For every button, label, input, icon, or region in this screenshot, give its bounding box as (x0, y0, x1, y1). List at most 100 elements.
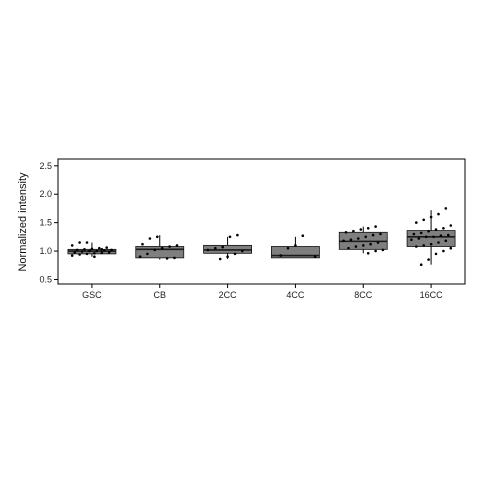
data-point (279, 254, 283, 257)
data-point (160, 246, 164, 250)
box-16cc (406, 230, 456, 247)
data-point (294, 244, 297, 247)
data-point (165, 257, 169, 260)
y-tick-label: 2.5 (39, 161, 52, 171)
data-point (173, 256, 176, 260)
points-layer (70, 207, 453, 267)
data-point (434, 228, 438, 231)
data-point (344, 231, 348, 234)
x-tick-label: 2CC (219, 290, 238, 300)
data-point (354, 245, 358, 248)
data-point (415, 221, 418, 224)
data-point (410, 238, 413, 241)
data-point (366, 252, 370, 255)
data-point (369, 242, 372, 246)
data-point (90, 247, 94, 251)
data-point (102, 249, 106, 252)
data-point (78, 241, 81, 244)
data-point (366, 227, 370, 230)
data-point (233, 252, 237, 256)
data-point (432, 235, 435, 239)
data-point (342, 239, 345, 243)
data-point (439, 234, 443, 237)
plot-frame (57, 158, 466, 285)
x-tick-label: 4CC (286, 290, 305, 300)
data-point (357, 237, 360, 240)
data-point (427, 229, 430, 233)
data-point (364, 235, 368, 239)
data-point (141, 242, 144, 246)
data-point (412, 232, 416, 236)
x-tick-label: 8CC (354, 290, 373, 300)
x-tick-label: CB (153, 290, 166, 300)
data-point (371, 233, 375, 237)
data-point (85, 252, 89, 256)
data-point (359, 228, 363, 231)
y-axis-title: Normalized intensity (17, 172, 29, 272)
data-point (374, 225, 377, 228)
data-point (424, 235, 428, 239)
data-point (379, 232, 382, 236)
data-point (442, 227, 445, 230)
data-point (156, 235, 159, 239)
boxes-layer (67, 210, 456, 265)
data-point (376, 241, 380, 244)
data-point (105, 246, 108, 249)
x-tick-label: GSC (82, 290, 102, 300)
data-point (437, 212, 440, 216)
data-point (100, 251, 104, 255)
y-tick-label: 1.5 (39, 218, 52, 228)
data-point (347, 246, 350, 250)
data-point (419, 263, 423, 267)
data-point (138, 255, 142, 258)
data-point (226, 255, 229, 258)
data-point (419, 231, 423, 235)
data-point (434, 252, 438, 256)
x-tick-label: 16CC (420, 290, 444, 300)
data-point (146, 252, 149, 256)
data-point (352, 229, 355, 233)
y-tick-label: 1.0 (39, 246, 52, 256)
data-point (429, 242, 433, 246)
y-tick-label: 2.0 (39, 189, 52, 199)
data-point (175, 244, 179, 247)
data-point (236, 233, 239, 237)
data-point (88, 249, 91, 253)
data-point (381, 248, 385, 252)
data-point (168, 245, 171, 248)
data-point (70, 254, 74, 257)
data-point (427, 258, 430, 261)
data-point (100, 248, 104, 251)
data-point (93, 255, 96, 258)
data-point (349, 238, 353, 241)
data-point (415, 245, 418, 248)
data-point (85, 241, 89, 244)
data-point (374, 249, 377, 253)
data-point (107, 250, 111, 254)
data-point (153, 248, 157, 252)
data-point (437, 241, 440, 244)
data-point (362, 244, 365, 247)
data-point (75, 248, 79, 252)
data-point (286, 246, 290, 250)
data-point (80, 250, 84, 253)
data-point (449, 224, 453, 227)
data-point (444, 207, 448, 210)
data-point (422, 218, 426, 222)
data-point (110, 248, 113, 252)
data-point (447, 233, 450, 237)
data-point (148, 237, 152, 240)
data-point (221, 245, 224, 249)
data-point (218, 257, 222, 261)
data-point (417, 237, 421, 240)
data-point (422, 244, 426, 247)
data-point (98, 246, 101, 250)
data-point (449, 246, 453, 250)
data-point (313, 255, 317, 258)
box-cb (135, 246, 185, 259)
data-point (70, 244, 74, 247)
data-point (214, 246, 217, 250)
data-point (95, 249, 99, 253)
